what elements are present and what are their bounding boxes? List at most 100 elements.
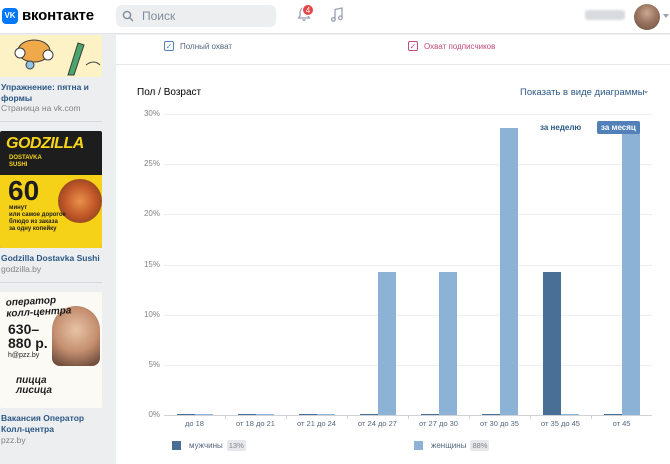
- ads-column: Упражнение: пятна и формы Страница на vk…: [0, 35, 110, 464]
- bar-men[interactable]: [604, 414, 622, 415]
- divider: [0, 121, 102, 122]
- y-tick-label: 15%: [143, 260, 160, 269]
- legend-swatch: [172, 441, 181, 450]
- vk-logo-icon: VK: [2, 7, 18, 24]
- checkbox-label: Полный охват: [180, 41, 233, 51]
- bar-men[interactable]: [238, 414, 256, 415]
- ad-domain: godzilla.by: [1, 264, 42, 274]
- person-photo: [52, 306, 100, 366]
- x-tick-label: от 18 до 21: [236, 419, 275, 428]
- checkbox-label: Охват подписчиков: [424, 41, 496, 51]
- bar-women[interactable]: [317, 414, 335, 415]
- chevron-down-icon[interactable]: [644, 91, 648, 94]
- gridline: [164, 315, 652, 316]
- x-tick-label: от 30 до 35: [480, 419, 519, 428]
- search-icon: [122, 10, 134, 22]
- gridline: [164, 265, 652, 266]
- music-icon[interactable]: [330, 7, 344, 23]
- food-image: [58, 179, 102, 223]
- show-diagram-link[interactable]: Показать в виде диаграммы: [520, 87, 645, 98]
- y-tick-label: 30%: [143, 109, 160, 118]
- x-tick-mark: [530, 415, 531, 419]
- avatar[interactable]: [634, 4, 660, 30]
- ad-image-subtitle: DOSTAVKA SUSHI: [9, 155, 42, 168]
- gridline: [164, 114, 652, 115]
- y-tick-label: 20%: [143, 209, 160, 218]
- x-tick-mark: [286, 415, 287, 419]
- search-placeholder: Поиск: [142, 9, 176, 23]
- x-tick-label: от 21 до 24: [297, 419, 336, 428]
- x-tick-mark: [591, 415, 592, 419]
- gridline: [164, 214, 652, 215]
- top-bar: VK вконтакте Поиск 4: [0, 0, 670, 34]
- legend-label: женщины: [431, 441, 467, 450]
- x-tick-label: до 18: [185, 419, 204, 428]
- ad-image-exercise[interactable]: [0, 35, 102, 77]
- chevron-down-icon[interactable]: [663, 14, 669, 18]
- vk-logo[interactable]: VK вконтакте: [2, 7, 94, 24]
- bar-women[interactable]: [500, 128, 518, 415]
- reach-filters: ✓ Полный охват ✓ Охват подписчиков: [116, 35, 670, 65]
- y-tick-label: 25%: [143, 159, 160, 168]
- divider: [0, 282, 102, 283]
- legend-percent: 88%: [470, 440, 490, 451]
- bar-women[interactable]: [256, 414, 274, 415]
- bar-men[interactable]: [543, 272, 561, 415]
- bar-men[interactable]: [177, 414, 195, 415]
- bar-women[interactable]: [195, 414, 213, 415]
- ad-image-price: 630– 880 р.: [8, 321, 48, 351]
- bar-men[interactable]: [299, 414, 317, 415]
- bar-women[interactable]: [439, 272, 457, 415]
- ad-image-title: GODZILLA: [6, 135, 84, 152]
- legend-label: мужчины: [189, 441, 223, 450]
- subscribers-reach-checkbox[interactable]: ✓ Охват подписчиков: [408, 41, 495, 51]
- x-tick-mark: [347, 415, 348, 419]
- notifications-badge: 4: [302, 4, 314, 16]
- x-tick-label: от 24 до 27: [358, 419, 397, 428]
- user-name-blurred[interactable]: [585, 10, 625, 20]
- logo-text: вконтакте: [22, 7, 94, 24]
- legend-swatch: [414, 441, 423, 450]
- ad-image-slogan: пицца лисица: [16, 375, 52, 396]
- ad-image-email: h@pzz.by: [8, 352, 40, 359]
- ad-image-title: оператор колл-центра: [5, 295, 72, 320]
- x-tick-label: от 35 до 45: [541, 419, 580, 428]
- bar-women[interactable]: [622, 128, 640, 415]
- search-input[interactable]: Поиск: [116, 5, 276, 27]
- full-reach-checkbox[interactable]: ✓ Полный охват: [164, 41, 232, 51]
- ad-title[interactable]: Упражнение: пятна и формы: [1, 82, 89, 103]
- x-tick-label: от 27 до 30: [419, 419, 458, 428]
- legend-item-women[interactable]: женщины 88%: [414, 440, 490, 451]
- ad-image-text: минут или самое дорогое блюдо из заказа …: [9, 205, 66, 232]
- x-tick-mark: [408, 415, 409, 419]
- ad-domain: pzz.by: [1, 435, 26, 445]
- gridline: [164, 164, 652, 165]
- ad-domain: Страница на vk.com: [1, 103, 81, 113]
- bar-women[interactable]: [378, 272, 396, 415]
- bar-women[interactable]: [561, 414, 579, 415]
- y-tick-label: 0%: [148, 410, 160, 419]
- stats-card: ✓ Полный охват ✓ Охват подписчиков Пол /…: [116, 35, 670, 464]
- age-gender-chart: 0% 5% 10% 15% 20% 25% 30% до 18 от 18 до 21 от 21…: [116, 35, 670, 464]
- bar-men[interactable]: [421, 414, 439, 415]
- ad-title[interactable]: Godzilla Dostavka Sushi: [1, 253, 100, 263]
- ad-image-operator[interactable]: оператор колл-центра 630– 880 р. h@pzz.b…: [0, 292, 102, 408]
- ad-title[interactable]: Вакансия Оператор Колл-центра: [1, 413, 85, 434]
- x-tick-mark: [469, 415, 470, 419]
- bar-men[interactable]: [360, 414, 378, 415]
- x-tick-label: от 45: [612, 419, 631, 428]
- ad-image-godzilla[interactable]: GODZILLA DOSTAVKA SUSHI 60 минут или сам…: [0, 131, 102, 248]
- period-month-button[interactable]: за месяц: [597, 121, 640, 134]
- checkmark-icon: ✓: [408, 41, 418, 51]
- ad-image-number: 60: [8, 175, 40, 206]
- gridline: [164, 365, 652, 366]
- checkmark-icon: ✓: [164, 41, 174, 51]
- bar-men[interactable]: [482, 414, 500, 415]
- legend-percent: 13%: [226, 440, 246, 451]
- legend-item-men[interactable]: мужчины 13%: [172, 440, 246, 451]
- section-title: Пол / Возраст: [137, 87, 202, 98]
- y-tick-label: 5%: [148, 360, 160, 369]
- ad-illustration: [14, 39, 101, 76]
- y-tick-label: 10%: [143, 310, 160, 319]
- period-week-button[interactable]: за неделю: [540, 123, 582, 132]
